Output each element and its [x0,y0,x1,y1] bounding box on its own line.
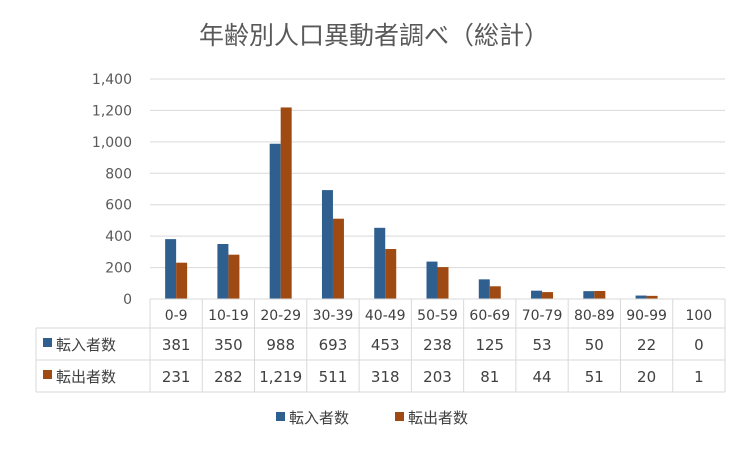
y-tick-label: 200 [105,261,132,277]
y-tick-label: 1,000 [92,135,132,151]
table-cell: 511 [319,368,348,386]
y-tick-label: 400 [105,229,132,245]
x-tick-label: 100 [685,308,712,324]
table-cell: 988 [266,336,295,354]
table-cell: 44 [532,368,551,386]
x-tick-label: 50-59 [417,308,458,324]
x-tick-label: 30-39 [313,308,354,324]
bar-in [270,144,281,299]
table-cell: 238 [423,336,452,354]
table-legend-key [43,338,52,347]
x-tick-label: 20-29 [260,308,301,324]
y-tick-label: 1,200 [92,103,132,119]
y-tick-label: 800 [105,166,132,182]
bar-out [490,286,501,299]
legend-label: 転出者数 [408,409,468,427]
table-cell: 318 [371,368,400,386]
y-tick-label: 1,400 [92,72,132,88]
y-tick-label: 600 [105,198,132,214]
table-row-header: 転出者数 [56,368,116,386]
table-cell: 381 [162,336,191,354]
data-table: 0-9 10-19 20-29 30-39 40-49 50-59 60-69 70-79 80… [36,299,725,392]
bar-out [594,291,605,299]
x-tick-label: 10-19 [208,308,249,324]
legend: 転入者数 転出者数 [276,409,468,427]
table-cell: 231 [162,368,191,386]
x-tick-label: 70-79 [522,308,563,324]
bar-in [583,291,594,299]
table-cell: 81 [480,368,499,386]
bar-out [542,292,553,299]
chart-title: 年齢別人口異動者調べ（総計） [199,21,549,50]
x-tick-label: 40-49 [365,308,406,324]
table-cell: 693 [319,336,348,354]
table-cell: 453 [371,336,400,354]
y-axis-ticks: 0 200 400 600 800 1,000 1,200 1,400 [92,72,132,308]
table-cell: 50 [585,336,604,354]
table-cell: 1 [694,368,704,386]
y-tick-label: 0 [123,292,132,308]
legend-key [276,412,285,421]
gridlines [150,79,725,268]
bar-in [217,244,228,299]
table-cell: 1,219 [259,368,302,386]
x-tick-label: 60-69 [469,308,510,324]
table-legend-key [43,370,52,379]
legend-label: 転入者数 [289,409,349,427]
bar-in [322,190,333,299]
x-tick-label: 80-89 [574,308,615,324]
table-cell: 125 [475,336,504,354]
table-cell: 282 [214,368,243,386]
table-cell: 203 [423,368,452,386]
bar-in [531,291,542,299]
bar-out [176,263,187,299]
table-cell: 20 [637,368,656,386]
table-cell: 51 [585,368,604,386]
bar-out [228,255,239,299]
x-tick-label: 90-99 [626,308,667,324]
bar-out [438,267,449,299]
bar-in [374,228,385,299]
x-tick-label: 0-9 [165,308,188,324]
bar-in [165,239,176,299]
table-row-header: 転入者数 [56,336,116,354]
table-cell: 0 [694,336,704,354]
bars [165,107,710,299]
bar-in [479,279,490,299]
table-cell: 350 [214,336,243,354]
legend-key [395,412,404,421]
bar-out [281,107,292,299]
bar-out [333,219,344,299]
table-cell: 22 [637,336,656,354]
bar-in [427,262,438,299]
bar-out [385,249,396,299]
table-cell: 53 [532,336,551,354]
bar-in [636,296,647,299]
